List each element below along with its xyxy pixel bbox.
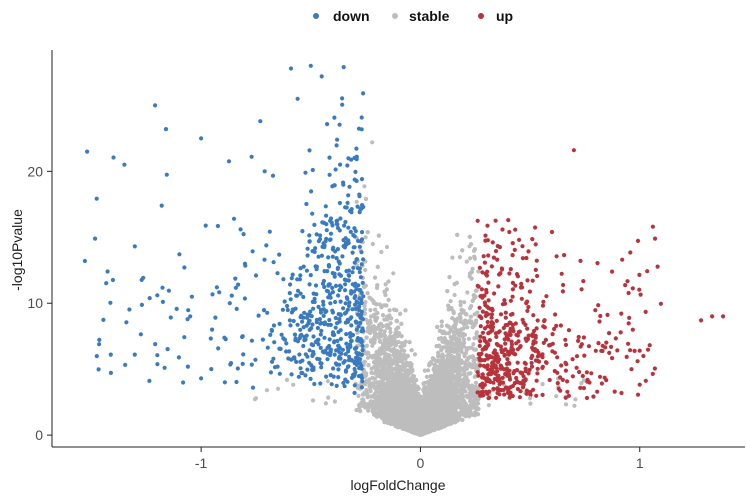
point-stable bbox=[366, 363, 371, 368]
point-stable bbox=[465, 290, 470, 295]
point-stable bbox=[470, 266, 475, 271]
point-stable bbox=[373, 307, 378, 312]
point-stable bbox=[368, 330, 373, 336]
point-stable bbox=[474, 330, 479, 335]
point-stable bbox=[372, 376, 377, 381]
point-stable bbox=[455, 232, 460, 237]
point-stable bbox=[370, 241, 375, 247]
point-stable bbox=[388, 326, 393, 331]
legend: down stable up bbox=[313, 8, 513, 24]
point-stable bbox=[382, 317, 387, 322]
point-stable bbox=[384, 303, 389, 308]
point-stable bbox=[452, 292, 457, 298]
point-stable bbox=[469, 304, 474, 309]
point-stable bbox=[363, 267, 368, 273]
point-stable bbox=[458, 303, 463, 308]
legend-marker-down bbox=[313, 13, 319, 19]
legend-label-up: up bbox=[496, 8, 513, 24]
point-stable bbox=[422, 368, 427, 373]
point-stable bbox=[468, 371, 473, 376]
point-stable bbox=[448, 299, 453, 304]
point-stable bbox=[388, 330, 393, 335]
points-layer bbox=[82, 63, 726, 437]
point-stable bbox=[471, 342, 476, 347]
point-stable bbox=[426, 368, 431, 373]
legend-marker-up bbox=[478, 13, 484, 19]
point-stable bbox=[424, 374, 429, 379]
point-stable bbox=[415, 384, 420, 389]
point-stable bbox=[362, 184, 367, 189]
point-stable bbox=[458, 299, 463, 304]
point-stable bbox=[467, 345, 472, 350]
point-stable bbox=[450, 255, 455, 260]
point-stable bbox=[384, 244, 390, 250]
legend-label-down: down bbox=[333, 8, 370, 24]
point-stable bbox=[386, 297, 391, 302]
point-stable bbox=[366, 408, 371, 413]
point-stable bbox=[365, 291, 370, 296]
legend-marker-stable bbox=[392, 13, 398, 19]
point-stable bbox=[461, 337, 467, 342]
point-stable bbox=[375, 283, 380, 288]
point-stable bbox=[358, 408, 363, 414]
point-stable bbox=[472, 256, 477, 261]
point-stable bbox=[370, 343, 375, 348]
point-stable bbox=[436, 350, 441, 355]
point-stable bbox=[380, 313, 386, 318]
point-stable bbox=[451, 311, 456, 316]
point-stable bbox=[412, 352, 418, 357]
point-stable bbox=[432, 362, 437, 368]
point-stable bbox=[475, 397, 480, 402]
point-stable bbox=[391, 271, 396, 276]
point-stable bbox=[369, 366, 374, 371]
point-stable bbox=[446, 331, 451, 336]
point-stable bbox=[354, 199, 359, 204]
point-stable bbox=[389, 316, 394, 321]
point-stable bbox=[460, 308, 465, 313]
point-stable bbox=[369, 314, 374, 319]
point-stable bbox=[462, 300, 467, 305]
point-stable bbox=[364, 317, 369, 322]
point-stable bbox=[379, 249, 384, 255]
point-stable bbox=[363, 300, 368, 305]
point-stable bbox=[466, 336, 471, 341]
point-stable bbox=[368, 308, 373, 313]
point-stable bbox=[439, 323, 444, 329]
point-stable bbox=[383, 282, 388, 287]
point-stable bbox=[365, 230, 370, 235]
point-stable bbox=[436, 353, 441, 358]
point-stable bbox=[464, 259, 469, 264]
point-stable bbox=[372, 275, 378, 280]
point-stable bbox=[460, 248, 465, 253]
point-stable bbox=[421, 381, 426, 386]
point-stable bbox=[445, 289, 450, 294]
legend-label-stable: stable bbox=[409, 8, 450, 24]
point-stable bbox=[409, 348, 414, 353]
point-stable bbox=[467, 354, 473, 360]
point-stable bbox=[375, 264, 380, 269]
point-stable bbox=[369, 399, 374, 404]
